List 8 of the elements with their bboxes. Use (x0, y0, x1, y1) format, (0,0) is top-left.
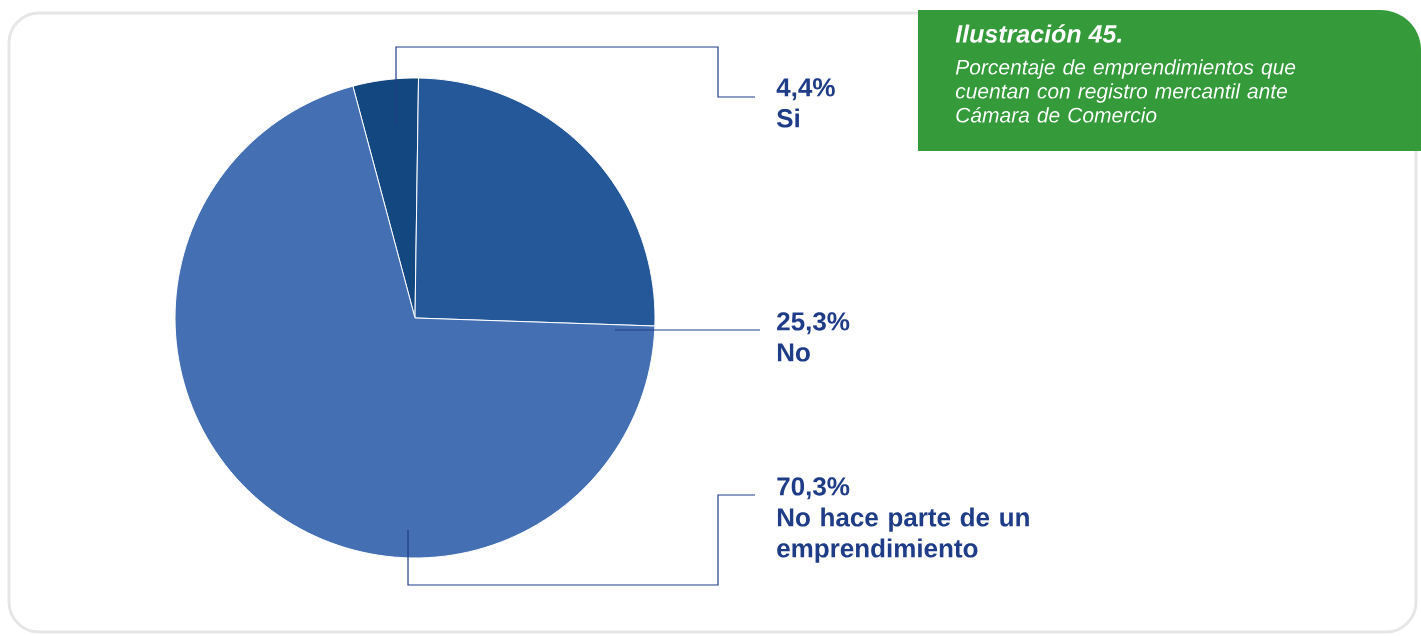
text: Porcentaje de emprendimientos que cuentan con registro mercantil ante Cámara de Comercio (955, 59, 1296, 123)
data-label: 25,3% (777, 312, 850, 335)
slice-label: No (777, 343, 810, 362)
slice-label: No hace parte de un emprendimiento (777, 507, 1029, 563)
slice-label: Si (776, 108, 799, 128)
data-label: 70,3% (777, 477, 850, 500)
chart-title: Ilustración 45. (955, 24, 1122, 43)
data-label: 4,4% (776, 78, 835, 101)
